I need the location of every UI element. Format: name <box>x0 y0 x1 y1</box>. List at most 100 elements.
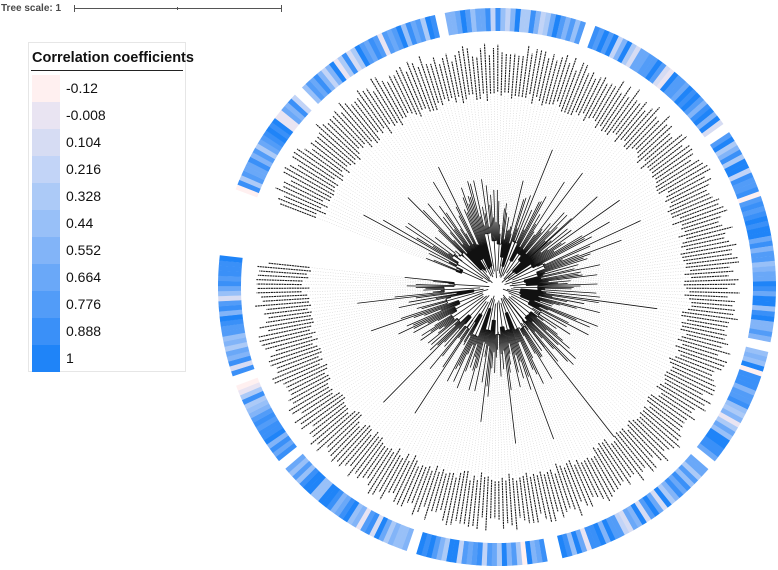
leaf-label <box>288 372 325 392</box>
heatmap-cell <box>338 497 356 520</box>
heatmap-cell <box>709 132 733 150</box>
leaf-label <box>292 156 339 187</box>
heatmap-cell <box>702 435 725 454</box>
leaf-label <box>684 221 719 233</box>
leaf-label <box>275 187 322 209</box>
heatmap-cell <box>430 535 442 560</box>
leaf-label <box>656 385 696 411</box>
heatmap-cell <box>390 26 405 51</box>
heatmap-cell <box>395 25 409 49</box>
leader-line <box>544 346 614 435</box>
leaf-label <box>532 473 542 514</box>
leader-line <box>417 116 478 245</box>
heatmap-cell <box>618 510 634 533</box>
leaf-label <box>649 406 681 432</box>
leader-line <box>657 308 681 312</box>
leader-line <box>352 166 459 256</box>
heatmap-cell <box>569 19 582 43</box>
leader-line <box>472 96 490 227</box>
leaf-label <box>514 55 520 97</box>
leaf-label <box>505 480 509 524</box>
heatmap-cell <box>225 346 250 357</box>
legend-label: 0.888 <box>66 323 102 339</box>
leaf-label <box>315 123 356 160</box>
leaf-label <box>669 189 707 208</box>
leaf-label <box>627 429 654 458</box>
leader-line <box>379 368 431 431</box>
leaf-label <box>512 477 518 531</box>
heatmap-cell <box>401 527 415 551</box>
leader-line <box>528 329 611 443</box>
leaf-label <box>347 436 380 477</box>
leaf-label <box>418 55 438 111</box>
leaf-label <box>269 343 313 358</box>
leader-line <box>576 319 668 358</box>
heatmap-cell <box>228 355 252 367</box>
leaf-label <box>681 314 729 324</box>
legend-label: 0.328 <box>66 188 102 204</box>
heatmap-cell <box>226 350 251 362</box>
leader-line <box>341 331 431 392</box>
leaf-label <box>582 77 607 122</box>
leaf-label <box>442 472 455 521</box>
heatmap-cell <box>287 98 309 118</box>
leaf-label <box>392 460 410 494</box>
heatmap-cell <box>255 143 278 160</box>
leader-line <box>576 308 680 337</box>
heatmap-cell <box>324 64 344 86</box>
heatmap-cell <box>749 240 773 250</box>
leaf-label <box>522 475 531 524</box>
leader-line <box>403 335 471 457</box>
heatmap-cell <box>649 489 668 511</box>
leaf-label <box>627 424 662 461</box>
heatmap-cell <box>653 486 672 508</box>
heatmap-cell <box>750 245 774 254</box>
leaf-label <box>575 71 595 113</box>
leader-line <box>312 296 395 306</box>
leaf-label <box>640 134 683 170</box>
leaf-label <box>682 343 719 356</box>
leader-line <box>535 129 595 225</box>
leaf-label <box>670 196 713 215</box>
legend-swatch <box>32 129 60 156</box>
leaf-label <box>678 349 725 367</box>
heatmap-cell <box>701 119 724 138</box>
heatmap-cell <box>236 377 260 391</box>
leaf-label <box>575 459 594 498</box>
heatmap-cell <box>321 486 341 508</box>
leaf-label <box>372 448 401 495</box>
leader-line <box>322 330 372 349</box>
leaf-label <box>265 336 313 350</box>
leaf-label <box>568 460 589 506</box>
heatmap-cell <box>376 32 392 56</box>
heatmap-cell <box>663 75 683 96</box>
heatmap-cell <box>597 520 611 544</box>
leaf-label <box>567 64 589 115</box>
leaf-label <box>647 396 685 424</box>
heatmap-cell <box>372 35 388 58</box>
leader-line <box>519 119 593 247</box>
leaf-label <box>670 369 716 392</box>
heatmap-cell <box>751 309 775 318</box>
heatmap-cell <box>742 355 766 368</box>
legend-label: -0.12 <box>66 80 98 96</box>
leaf-label <box>417 470 433 513</box>
leaf-label <box>628 420 669 462</box>
leaf-label <box>689 298 735 303</box>
leader-line <box>384 134 455 230</box>
leader-line <box>333 325 435 389</box>
leaf-label <box>521 45 530 98</box>
leaf-label <box>458 50 468 100</box>
leader-line <box>403 126 467 234</box>
leaf-label <box>586 457 611 502</box>
heatmap-cell <box>345 49 363 72</box>
leader-line <box>324 309 441 359</box>
leader-line <box>327 214 434 261</box>
leaf-label <box>650 394 688 421</box>
leader-line <box>542 338 621 428</box>
leaf-label <box>301 396 346 430</box>
leader-line <box>319 308 422 339</box>
heatmap-cell <box>735 186 760 200</box>
heatmap-cell <box>425 534 437 559</box>
heatmap-cell <box>490 8 496 32</box>
